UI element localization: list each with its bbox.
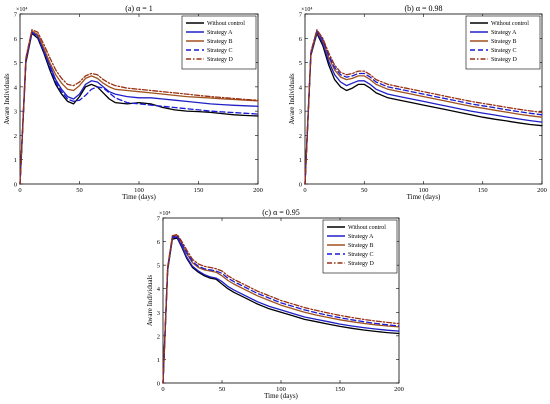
y-tick-label: 4 (157, 286, 161, 293)
series-line-strategy-c (162, 235, 400, 384)
chart-panel-0: (a) α = 1 0 1 2 3 4 5 6 7 0 50 100 150 200 ×10⁴ Time (d… (3, 4, 263, 201)
x-tick-label: 150 (335, 386, 345, 393)
y-tick-label: 6 (14, 36, 18, 43)
x-tick-label: 150 (194, 187, 204, 194)
y-tick-label: 6 (299, 36, 303, 43)
legend-entry: Strategy C (348, 252, 374, 258)
y-tick-label: 5 (157, 263, 160, 270)
legend-entry: Strategy B (491, 39, 517, 45)
x-tick-label: 100 (276, 386, 286, 393)
y-tick-label: 6 (157, 239, 161, 246)
x-tick-label: 50 (361, 187, 368, 194)
legend-box (322, 219, 398, 274)
y-tick-label: 5 (299, 60, 302, 67)
x-axis-label: Time (days) (264, 392, 298, 400)
y-tick-label: 7 (157, 216, 161, 223)
series-line-strategy-b (19, 30, 259, 185)
chart-title: (b) α = 0.98 (404, 4, 442, 13)
y-scale-multiplier: ×10⁴ (16, 7, 27, 13)
chart-title: (a) α = 1 (125, 4, 153, 13)
y-tick-label: 5 (14, 60, 17, 67)
y-tick-label: 2 (299, 133, 302, 140)
x-tick-label: 50 (219, 386, 226, 393)
legend-entry: Strategy B (348, 243, 374, 249)
y-scale-multiplier: ×10⁴ (301, 7, 312, 13)
x-tick-label: 200 (394, 386, 404, 393)
y-tick-label: 7 (299, 12, 303, 19)
legend-entry: Strategy A (491, 30, 517, 36)
y-axis-label: Aware Individuals (3, 73, 11, 125)
y-axis-label: Aware Individuals (288, 73, 296, 125)
y-tick-label: 3 (157, 310, 160, 317)
y-tick-label: 1 (14, 157, 17, 164)
legend: Without control Strategy A Strategy B Strat… (465, 15, 541, 70)
legend-entry: Without control (207, 21, 245, 27)
series-line-strategy-a (162, 236, 400, 384)
y-tick-label: 1 (299, 157, 302, 164)
x-axis-label: Time (days) (122, 193, 156, 201)
series-line-strategy-b (304, 30, 543, 185)
legend-entry: Strategy C (207, 48, 233, 54)
y-tick-label: 0 (299, 182, 302, 189)
y-tick-label: 0 (157, 381, 160, 388)
series-line-strategy-d (162, 233, 400, 384)
legend-entry: Strategy A (207, 30, 233, 36)
y-tick-label: 3 (14, 109, 17, 116)
series-line-without-control (19, 32, 259, 185)
x-tick-label: 0 (18, 187, 21, 194)
y-axis-label: Aware Individuals (146, 275, 154, 327)
legend-entry: Strategy A (348, 234, 374, 240)
x-tick-label: 0 (303, 187, 306, 194)
legend-entry: Strategy B (207, 39, 233, 45)
x-axis-label: Time (days) (407, 193, 441, 201)
legend-box (181, 15, 257, 70)
legend-entry: Strategy D (348, 261, 374, 267)
x-tick-label: 50 (76, 187, 83, 194)
x-tick-label: 0 (161, 386, 164, 393)
x-tick-label: 100 (134, 187, 144, 194)
x-tick-label: 150 (478, 187, 488, 194)
y-tick-label: 4 (299, 84, 303, 91)
series-line-strategy-c (304, 30, 543, 185)
y-tick-label: 7 (14, 12, 18, 19)
legend-entry: Without control (491, 21, 529, 27)
y-tick-label: 0 (14, 182, 17, 189)
y-tick-label: 4 (14, 84, 18, 91)
series-line-strategy-d (304, 29, 543, 185)
x-tick-label: 200 (537, 187, 547, 194)
y-scale-multiplier: ×10⁴ (159, 211, 170, 217)
legend-entry: Strategy C (491, 48, 517, 54)
series-line-strategy-b (162, 235, 400, 384)
y-tick-label: 1 (157, 357, 160, 364)
x-tick-label: 200 (253, 187, 263, 194)
x-tick-label: 100 (419, 187, 429, 194)
chart-panel-1: (b) α = 0.98 0 1 2 3 4 5 6 7 0 50 100 150 200 ×10⁴ Time… (288, 4, 547, 201)
chart-panel-2: (c) α = 0.95 0 1 2 3 4 5 6 7 0 50 100 150 200 ×10⁴ Time… (146, 208, 404, 400)
y-tick-label: 2 (157, 333, 160, 340)
y-tick-label: 3 (299, 109, 302, 116)
chart-title: (c) α = 0.95 (262, 208, 300, 217)
y-tick-label: 2 (14, 133, 17, 140)
series-line-strategy-a (304, 31, 543, 185)
legend-box (465, 15, 541, 70)
series-line-strategy-a (19, 31, 259, 185)
series-line-strategy-d (19, 29, 259, 185)
series-line-without-control (304, 32, 543, 185)
series-line-strategy-c (19, 31, 259, 185)
legend-entry: Strategy D (491, 57, 517, 63)
legend-entry: Strategy D (207, 57, 233, 63)
legend: Without control Strategy A Strategy B Strat… (322, 219, 398, 274)
legend-entry: Without control (348, 225, 386, 231)
legend: Without control Strategy A Strategy B Strat… (181, 15, 257, 70)
